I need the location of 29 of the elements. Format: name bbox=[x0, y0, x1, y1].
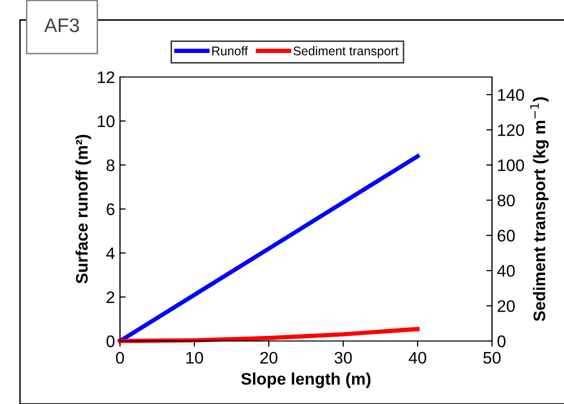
x-tick-label: 0 bbox=[116, 352, 124, 364]
x-tick-label: 30 bbox=[334, 352, 352, 364]
y-tick-label: 8 bbox=[106, 159, 114, 172]
y-axis-title: Surface runoff (m²) bbox=[76, 134, 92, 284]
x-tick-label: 20 bbox=[260, 352, 278, 364]
y2-tick-label: 120 bbox=[498, 124, 524, 136]
y2-tick-label: 40 bbox=[497, 265, 515, 277]
x-axis-title: Slope length (m) bbox=[241, 372, 370, 388]
y-tick-label: 4 bbox=[106, 248, 115, 260]
y2-tick-label: 140 bbox=[498, 89, 524, 101]
legend-label: Sediment transport bbox=[293, 46, 398, 58]
text: AF3 bbox=[44, 18, 79, 32]
x-tick-label: 50 bbox=[483, 352, 501, 364]
y-tick-label: 10 bbox=[98, 115, 114, 128]
y-tick-label: 2 bbox=[106, 291, 114, 304]
line-series bbox=[118, 326, 420, 344]
legend-label: Runoff bbox=[212, 46, 248, 56]
y2-tick-label: 60 bbox=[498, 230, 515, 242]
y-tick-label: 6 bbox=[106, 203, 114, 216]
x-tick-label: 40 bbox=[408, 352, 426, 364]
line-series bbox=[118, 154, 420, 344]
y-tick-label: 0 bbox=[106, 335, 114, 348]
x-tick-label: 10 bbox=[186, 352, 204, 364]
y-tick-label: 12 bbox=[98, 71, 114, 84]
y2-axis-title: Sediment transport (kg m$^{−1}$) bbox=[530, 97, 549, 322]
y2-tick-label: 20 bbox=[498, 300, 515, 312]
y2-tick-label: 100 bbox=[498, 159, 524, 172]
y2-tick-label: 80 bbox=[498, 194, 515, 206]
y2-tick-label: 0 bbox=[498, 335, 506, 348]
